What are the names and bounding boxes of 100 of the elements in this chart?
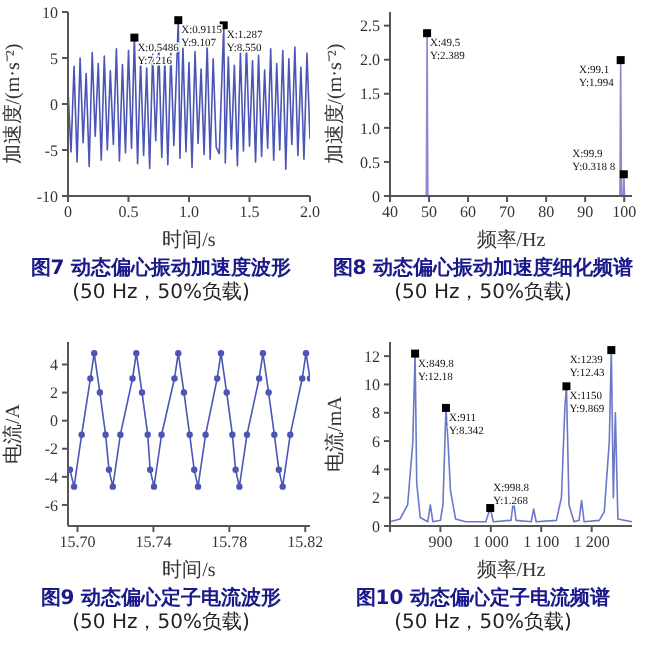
y-tick-label: -5 xyxy=(44,141,58,160)
y-axis-title: 加速度/(m·s⁻²) xyxy=(1,43,25,165)
point xyxy=(232,465,239,473)
x-tick-label: 90 xyxy=(577,203,594,222)
point xyxy=(299,374,306,381)
point xyxy=(171,374,178,381)
x-tick-label: 900 xyxy=(428,532,453,551)
text: 图9 动态偏心定子电流波形 xyxy=(38,587,284,611)
x-axis-title: 频率/Hz xyxy=(476,557,547,581)
point xyxy=(109,482,116,489)
y-tick-label: -2 xyxy=(44,439,58,458)
point xyxy=(243,430,251,437)
text: 图7 动态偏心振动加速度波形 xyxy=(28,258,294,281)
point xyxy=(223,388,230,395)
x-axis-title: 频率/Hz xyxy=(476,228,547,252)
point xyxy=(133,349,140,356)
y-tick-label: 0.5 xyxy=(360,153,380,172)
x-tick-label: 50 xyxy=(421,203,438,222)
y-tick-label: 2.5 xyxy=(360,17,380,36)
y-tick-label: 8 xyxy=(372,403,380,422)
point xyxy=(150,482,158,489)
y-tick-label: -6 xyxy=(44,495,58,514)
x-tick-label: 1 200 xyxy=(573,532,610,551)
text: (50 Hz，50%负载) xyxy=(392,611,574,635)
point xyxy=(213,374,221,381)
point xyxy=(255,374,263,381)
y-tick-label: 4 xyxy=(372,460,380,479)
x-tick-label: 80 xyxy=(538,203,555,222)
point xyxy=(144,430,151,437)
point xyxy=(486,503,495,512)
x-axis-title: 时间/s xyxy=(162,228,216,252)
point xyxy=(180,388,188,395)
x-tick-label: 40 xyxy=(382,203,398,222)
point xyxy=(175,349,182,356)
y-tick-label: 2.0 xyxy=(360,51,380,70)
y-axis-title: 加速度/(m·s⁻²) xyxy=(323,43,347,165)
point xyxy=(102,430,109,437)
x-tick-label: 70 xyxy=(499,203,516,222)
point xyxy=(138,388,146,395)
y-tick-label: 2 xyxy=(50,383,58,402)
point xyxy=(186,430,193,437)
y-tick-label: 5 xyxy=(50,49,58,68)
point xyxy=(271,430,278,437)
text: (50 Hz，50%负载) xyxy=(70,611,252,635)
y-tick-label: 0 xyxy=(50,95,58,114)
x-axis-title: 时间/s xyxy=(162,557,216,581)
y-tick-label: 12 xyxy=(364,346,380,365)
point xyxy=(146,465,154,473)
point xyxy=(78,430,85,437)
point xyxy=(411,348,420,357)
point xyxy=(96,388,104,395)
x-tick-label: 100 xyxy=(612,203,637,222)
point xyxy=(202,430,209,437)
x-tick-label: 15.70 xyxy=(59,532,96,551)
point xyxy=(265,388,272,395)
y-tick-label: 0 xyxy=(50,411,58,430)
text: 图8 动态偏心振动加速度细化频谱 xyxy=(330,258,636,281)
y-tick-label: 4 xyxy=(50,355,58,374)
point xyxy=(117,430,124,437)
point xyxy=(70,482,78,489)
x-tick-label: 60 xyxy=(460,203,477,222)
point xyxy=(217,349,225,356)
point xyxy=(158,430,165,437)
point xyxy=(562,381,571,390)
y-tick-label: -4 xyxy=(44,467,58,486)
point xyxy=(191,465,198,473)
point xyxy=(229,430,236,437)
x-tick-label: 15.74 xyxy=(135,532,172,551)
y-tick-label: 1.5 xyxy=(360,85,380,104)
y-axis-title: 电流/A xyxy=(1,401,25,463)
y-tick-label: 1.0 xyxy=(360,119,380,138)
x-tick-label: 1.5 xyxy=(239,203,260,222)
point xyxy=(174,16,183,25)
y-axis-title: 电流/mA xyxy=(323,393,347,471)
point xyxy=(616,56,625,65)
y-tick-label: 10 xyxy=(364,375,380,394)
y-tick-label: 0 xyxy=(372,516,380,535)
x-tick-label: 0.5 xyxy=(118,203,139,222)
point xyxy=(441,402,450,411)
text: 图10 动态偏心定子电流频谱 xyxy=(353,587,613,611)
x-tick-label: 15.82 xyxy=(287,532,324,551)
point xyxy=(236,482,243,489)
x-tick-label: 15.78 xyxy=(211,532,248,551)
point xyxy=(279,482,286,489)
y-tick-label: 0 xyxy=(372,187,380,206)
point xyxy=(130,33,139,42)
line-series xyxy=(68,19,310,171)
text: (50 Hz，50%负载) xyxy=(392,282,574,306)
point xyxy=(287,430,294,437)
point xyxy=(68,465,74,473)
point xyxy=(619,170,628,179)
point xyxy=(87,374,94,381)
x-tick-label: 1 000 xyxy=(472,532,509,551)
point xyxy=(105,465,113,473)
point xyxy=(423,29,432,38)
y-tick-label: -10 xyxy=(36,187,58,206)
point xyxy=(302,349,310,356)
y-tick-label: 2 xyxy=(372,488,380,507)
point xyxy=(607,345,616,354)
y-tick-label: 6 xyxy=(372,431,380,450)
